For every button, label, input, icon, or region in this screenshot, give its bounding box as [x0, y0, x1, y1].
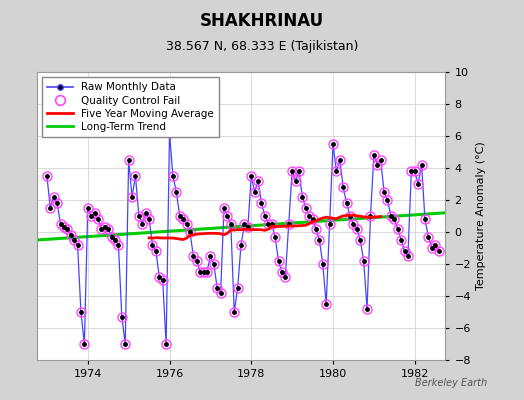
- Text: Berkeley Earth: Berkeley Earth: [415, 378, 487, 388]
- Text: SHAKHRINAU: SHAKHRINAU: [200, 12, 324, 30]
- Text: 38.567 N, 68.333 E (Tajikistan): 38.567 N, 68.333 E (Tajikistan): [166, 40, 358, 53]
- Legend: Raw Monthly Data, Quality Control Fail, Five Year Moving Average, Long-Term Tren: Raw Monthly Data, Quality Control Fail, …: [42, 77, 220, 137]
- Y-axis label: Temperature Anomaly (°C): Temperature Anomaly (°C): [476, 142, 486, 290]
